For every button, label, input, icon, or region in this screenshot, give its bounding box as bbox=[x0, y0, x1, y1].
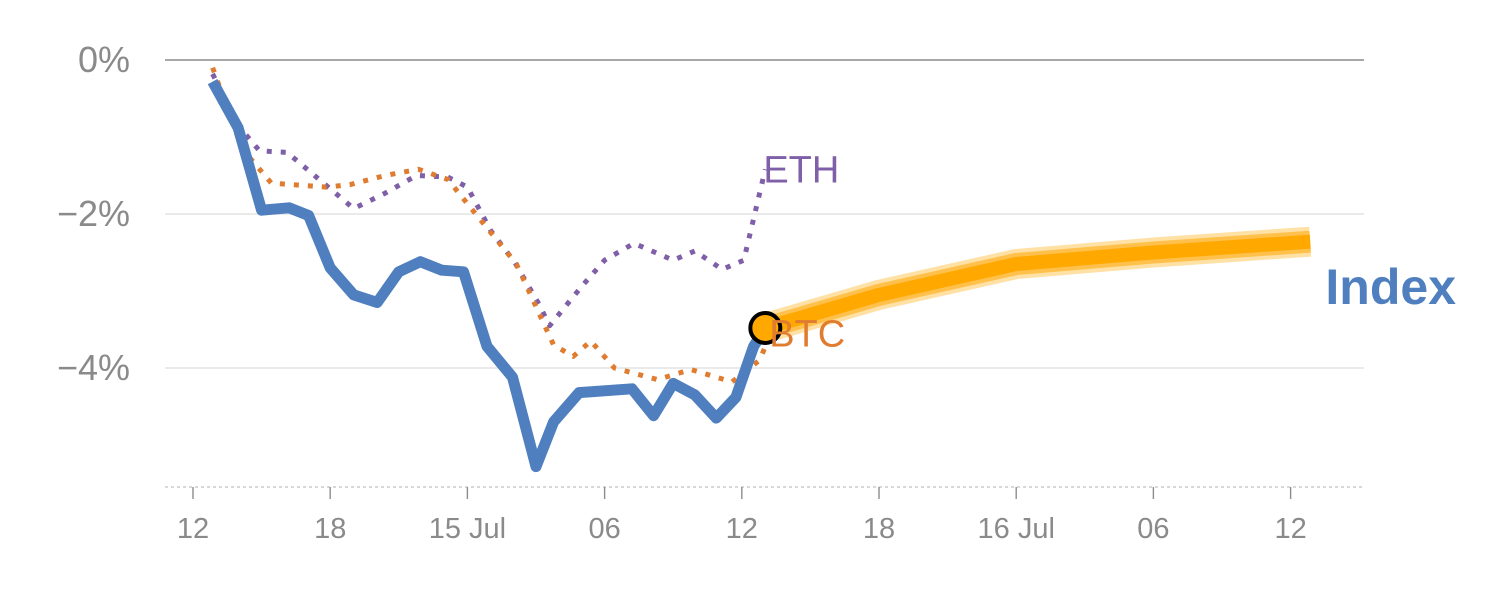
series-label-btc: BTC bbox=[769, 313, 845, 355]
x-axis: 12 18 15 Jul 06 12 18 16 Jul 06 12 bbox=[165, 486, 1364, 545]
y-tick-label: −4% bbox=[57, 347, 130, 388]
x-tick-label: 16 Jul bbox=[978, 513, 1055, 545]
x-tick-label: 06 bbox=[1137, 513, 1169, 545]
series-line-index bbox=[207, 78, 770, 473]
y-axis: 0% −2% −4% bbox=[57, 39, 130, 388]
y-tick-label: 0% bbox=[78, 39, 130, 80]
series-layer bbox=[207, 66, 1312, 473]
x-tick-label: 12 bbox=[726, 513, 758, 545]
series-line-btc bbox=[210, 66, 774, 385]
series-label-index: Index bbox=[1325, 259, 1456, 315]
projection-band-mid bbox=[762, 230, 1311, 339]
x-tick-label: 18 bbox=[863, 513, 895, 545]
x-tick-label: 06 bbox=[588, 513, 620, 545]
x-tick-label: 12 bbox=[1274, 513, 1306, 545]
x-tick-label: 12 bbox=[177, 513, 209, 545]
gridlines bbox=[165, 59, 1364, 369]
endpoint-marker bbox=[748, 310, 783, 345]
series-labels: ETH BTC Index bbox=[763, 149, 1456, 355]
x-tick-label: 15 Jul bbox=[429, 513, 506, 545]
y-tick-label: −2% bbox=[57, 193, 130, 234]
x-tick-label: 18 bbox=[314, 513, 346, 545]
projection-band-line bbox=[763, 234, 1311, 335]
series-label-eth: ETH bbox=[763, 149, 839, 191]
series-line-eth bbox=[210, 72, 768, 329]
